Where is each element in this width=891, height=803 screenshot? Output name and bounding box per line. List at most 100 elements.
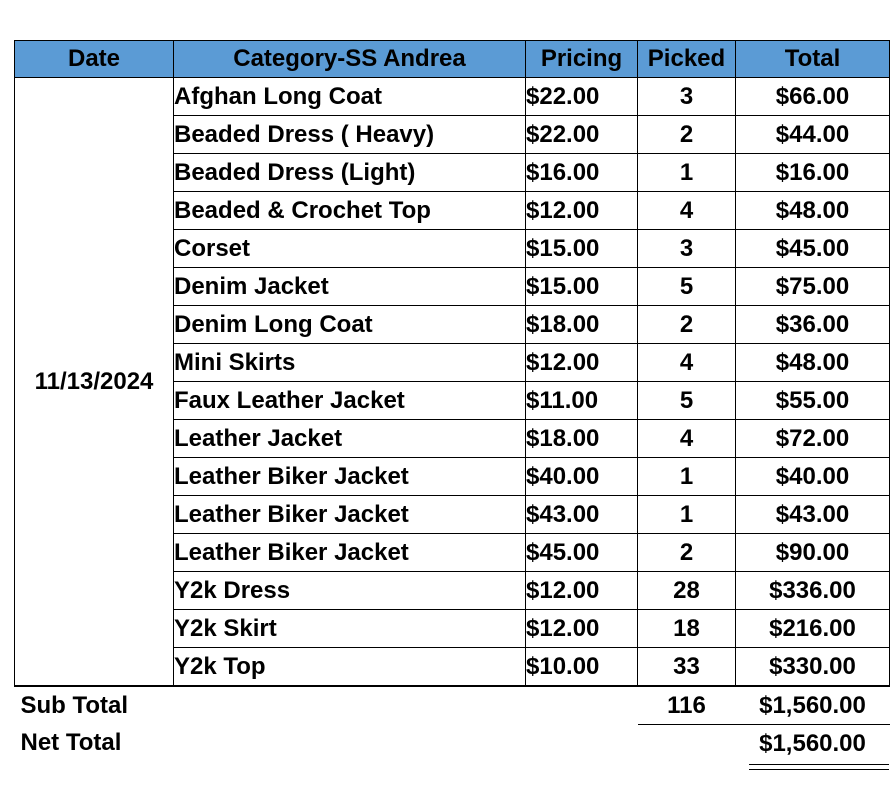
table-row: Y2k Top $10.00 33 $330.00	[15, 647, 890, 687]
cell-picked: 2	[637, 115, 736, 154]
cell-total: $330.00	[735, 647, 890, 687]
nettotal-empty	[638, 725, 736, 763]
cell-pricing: $40.00	[525, 457, 638, 496]
cell-pricing: $22.00	[525, 77, 638, 116]
table-row: Leather Biker Jacket $40.00 1 $40.00	[15, 457, 890, 496]
nettotal-total: $1,560.00	[759, 729, 866, 757]
cell-picked: 4	[637, 191, 736, 230]
cell-pricing: $12.00	[525, 571, 638, 610]
table-row: Leather Biker Jacket $45.00 2 $90.00	[15, 533, 890, 572]
cell-picked: 2	[637, 305, 736, 344]
header-total: Total	[735, 40, 890, 78]
cell-pricing: $12.00	[525, 343, 638, 382]
cell-total: $336.00	[735, 571, 890, 610]
header-pricing: Pricing	[525, 40, 638, 78]
cell-category: Mini Skirts	[173, 343, 526, 382]
cell-pricing: $15.00	[525, 229, 638, 268]
table-row: Beaded Dress ( Heavy) $22.00 2 $44.00	[15, 115, 890, 154]
cell-total: $45.00	[735, 229, 890, 268]
cell-pricing: $45.00	[525, 533, 638, 572]
cell-picked: 28	[637, 571, 736, 610]
cell-pricing: $15.00	[525, 267, 638, 306]
cell-category: Leather Biker Jacket	[173, 457, 526, 496]
cell-total: $43.00	[735, 495, 890, 534]
table-row: Mini Skirts $12.00 4 $48.00	[15, 343, 890, 382]
cell-total: $48.00	[735, 191, 890, 230]
cell-pricing: $11.00	[525, 381, 638, 420]
table-row: Beaded & Crochet Top $12.00 4 $48.00	[15, 191, 890, 230]
double-underline	[749, 764, 889, 770]
cell-category: Faux Leather Jacket	[173, 381, 526, 420]
nettotal-empty	[526, 725, 638, 763]
cell-total: $55.00	[735, 381, 890, 420]
cell-category: Afghan Long Coat	[173, 77, 526, 116]
cell-picked: 5	[637, 381, 736, 420]
cell-category: Beaded Dress ( Heavy)	[173, 115, 526, 154]
cell-category: Corset	[173, 229, 526, 268]
header-date: Date	[14, 40, 174, 78]
cell-category: Beaded & Crochet Top	[173, 191, 526, 230]
cell-total: $40.00	[735, 457, 890, 496]
cell-pricing: $18.00	[525, 305, 638, 344]
cell-pricing: $12.00	[525, 609, 638, 648]
cell-picked: 1	[637, 495, 736, 534]
cell-total: $90.00	[735, 533, 890, 572]
cell-category: Leather Biker Jacket	[173, 495, 526, 534]
table-row: Leather Jacket $18.00 4 $72.00	[15, 419, 890, 458]
nettotal-empty	[174, 725, 526, 763]
nettotal-row: Net Total $1,560.00	[15, 725, 890, 763]
cell-category: Y2k Dress	[173, 571, 526, 610]
cell-picked: 5	[637, 267, 736, 306]
subtotal-total: $1,560.00	[735, 685, 890, 725]
picking-table: Date Category-SS Andrea Pricing Picked T…	[14, 40, 890, 762]
subtotal-label: Sub Total	[14, 685, 174, 725]
cell-category: Y2k Top	[173, 647, 526, 687]
cell-category: Denim Long Coat	[173, 305, 526, 344]
cell-picked: 4	[637, 343, 736, 382]
subtotal-picked: 116	[637, 685, 736, 725]
cell-picked: 33	[637, 647, 736, 687]
nettotal-label: Net Total	[20, 729, 122, 757]
table-body: 11/13/2024 Afghan Long Coat $22.00 3 $66.00 B…	[14, 77, 890, 687]
cell-picked: 3	[637, 229, 736, 268]
cell-category: Y2k Skirt	[173, 609, 526, 648]
table-row: Faux Leather Jacket $11.00 5 $55.00	[15, 381, 890, 420]
cell-pricing: $12.00	[525, 191, 638, 230]
cell-category: Beaded Dress (Light)	[173, 153, 526, 192]
cell-pricing: $22.00	[525, 115, 638, 154]
cell-pricing: $43.00	[525, 495, 638, 534]
date-cell: 11/13/2024	[14, 77, 174, 687]
cell-category: Leather Biker Jacket	[173, 533, 526, 572]
cell-total: $72.00	[735, 419, 890, 458]
cell-pricing: $18.00	[525, 419, 638, 458]
cell-picked: 4	[637, 419, 736, 458]
subtotal-row: Sub Total 116 $1,560.00	[14, 685, 890, 725]
cell-category: Denim Jacket	[173, 267, 526, 306]
cell-total: $216.00	[735, 609, 890, 648]
cell-category: Leather Jacket	[173, 419, 526, 458]
cell-picked: 18	[637, 609, 736, 648]
cell-picked: 1	[637, 153, 736, 192]
cell-total: $48.00	[735, 343, 890, 382]
table-row: Y2k Skirt $12.00 18 $216.00	[15, 609, 890, 648]
header-row: Date Category-SS Andrea Pricing Picked T…	[14, 40, 890, 78]
cell-picked: 3	[637, 77, 736, 116]
header-category: Category-SS Andrea	[173, 40, 526, 78]
header-picked: Picked	[637, 40, 736, 78]
table-row: 11/13/2024 Afghan Long Coat $22.00 3 $66.00	[14, 77, 890, 687]
cell-picked: 2	[637, 533, 736, 572]
table-row: Y2k Dress $12.00 28 $336.00	[15, 571, 890, 610]
subtotal-empty	[525, 685, 638, 725]
spreadsheet: Date Category-SS Andrea Pricing Picked T…	[14, 40, 890, 770]
cell-pricing: $16.00	[525, 153, 638, 192]
cell-total: $75.00	[735, 267, 890, 306]
table-row: Denim Jacket $15.00 5 $75.00	[15, 267, 890, 306]
table-row: Corset $15.00 3 $45.00	[15, 229, 890, 268]
subtotal-empty	[173, 685, 526, 725]
cell-total: $44.00	[735, 115, 890, 154]
cell-total: $66.00	[735, 77, 890, 116]
cell-total: $36.00	[735, 305, 890, 344]
cell-pricing: $10.00	[525, 647, 638, 687]
cell-picked: 1	[637, 457, 736, 496]
cell-total: $16.00	[735, 153, 890, 192]
